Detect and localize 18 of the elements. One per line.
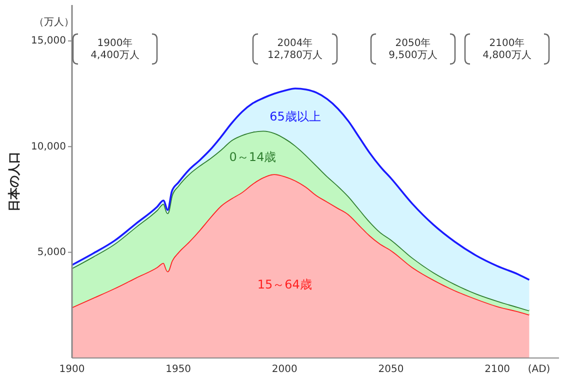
annotation: （万人） <box>34 17 74 28</box>
y-axis-title: 日本の人口 <box>7 152 21 212</box>
x-tick-label: 1900 <box>59 364 85 375</box>
annotation: 1900年 4,400万人 <box>90 37 140 61</box>
series-label: 15～64歳 <box>257 278 312 292</box>
x-axis-title: (AD) <box>528 364 550 375</box>
x-tick-label: 1950 <box>166 364 192 375</box>
annotation: 2100年 4,800万人 <box>482 37 532 61</box>
series-label: 65歳以上 <box>270 109 321 124</box>
annotation: 2004年 12,780万人 <box>268 37 322 61</box>
x-tick-label: 2000 <box>272 364 298 375</box>
x-tick-label: 2100 <box>484 364 510 375</box>
x-tick-label: 2050 <box>378 364 404 375</box>
y-tick-label: 10,000 <box>31 141 66 152</box>
series-label: 0～14歳 <box>229 150 276 164</box>
annotation: 2050年 9,500万人 <box>388 37 438 61</box>
y-tick-label: 5,000 <box>37 247 66 258</box>
y-tick-label: 15,000 <box>31 36 66 47</box>
